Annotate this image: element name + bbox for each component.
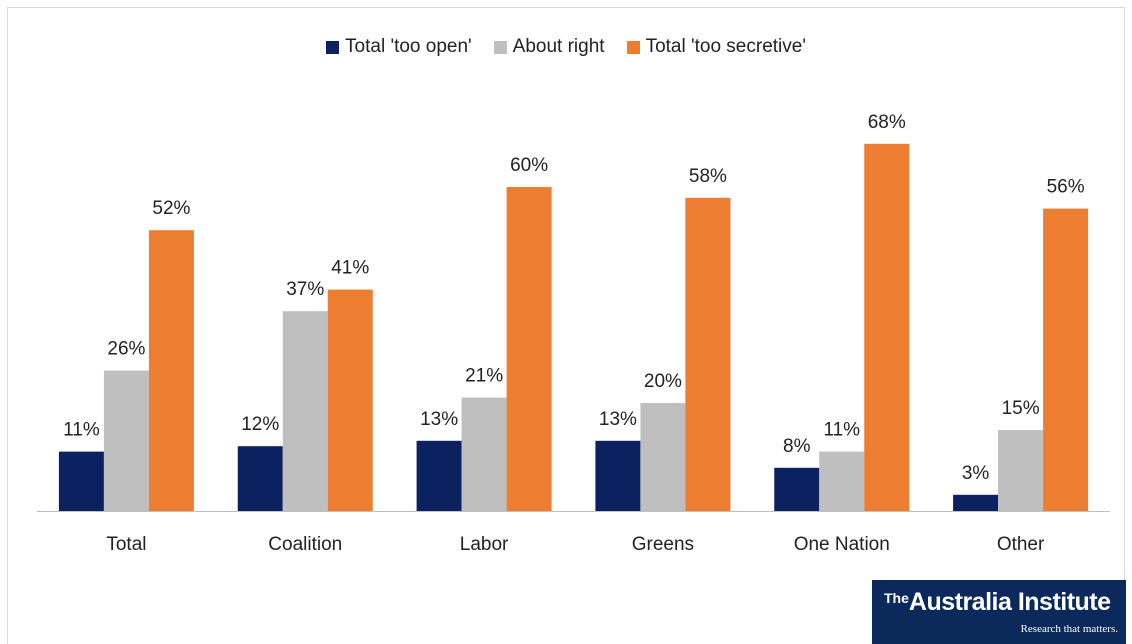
bar-greens-s0 xyxy=(595,440,641,511)
category-label-greens: Greens xyxy=(632,534,694,555)
data-label-greens-s0: 13% xyxy=(599,409,637,430)
data-label-coalition-s2: 41% xyxy=(331,258,369,279)
data-label-coalition-s0: 12% xyxy=(241,414,279,435)
bar-total-s2 xyxy=(148,230,194,511)
logo-tagline: Research that matters. xyxy=(1020,623,1118,635)
category-label-total: Total xyxy=(106,534,146,555)
bar-labor-s2 xyxy=(506,187,552,511)
legend-swatch-too-secretive xyxy=(626,40,640,54)
data-label-other-s2: 56% xyxy=(1047,177,1085,198)
logo-the: The xyxy=(884,590,909,606)
bar-total-s1 xyxy=(103,370,149,511)
data-label-greens-s2: 58% xyxy=(689,166,727,187)
chart-frame xyxy=(7,7,1125,644)
legend-item-too-open: Total 'too open' xyxy=(326,36,472,58)
bar-labor-s0 xyxy=(416,440,462,511)
bar-one-nation-s0 xyxy=(774,467,820,511)
bar-coalition-s0 xyxy=(237,446,283,511)
bar-labor-s1 xyxy=(461,397,507,511)
category-label-other: Other xyxy=(997,534,1045,555)
legend-item-too-secretive: Total 'too secretive' xyxy=(626,36,806,58)
legend: Total 'too open' About right Total 'too … xyxy=(0,36,1132,58)
data-label-one-nation-s0: 8% xyxy=(783,436,811,457)
legend-swatch-about-right xyxy=(493,40,507,54)
data-label-greens-s1: 20% xyxy=(644,371,682,392)
legend-label-about-right: About right xyxy=(512,36,605,57)
bar-total-s0 xyxy=(58,451,104,511)
data-label-total-s1: 26% xyxy=(107,339,145,360)
data-label-coalition-s1: 37% xyxy=(286,279,324,300)
bar-one-nation-s1 xyxy=(819,451,865,511)
data-label-labor-s0: 13% xyxy=(420,409,458,430)
data-label-other-s1: 15% xyxy=(1002,398,1040,419)
bar-other-s1 xyxy=(998,430,1044,511)
legend-swatch-too-open xyxy=(326,40,340,54)
legend-item-about-right: About right xyxy=(493,36,605,58)
australia-institute-logo: TheAustralia Institute Research that mat… xyxy=(872,580,1126,644)
bar-one-nation-s2 xyxy=(864,143,910,512)
legend-label-too-secretive: Total 'too secretive' xyxy=(645,36,806,57)
bar-greens-s1 xyxy=(640,403,686,511)
bar-coalition-s2 xyxy=(327,289,373,511)
category-label-labor: Labor xyxy=(460,534,509,555)
legend-label-too-open: Total 'too open' xyxy=(345,36,472,57)
bar-other-s0 xyxy=(953,494,999,511)
data-label-one-nation-s1: 11% xyxy=(823,420,860,441)
data-label-total-s2: 52% xyxy=(152,198,190,219)
logo-wordmark: TheAustralia Institute xyxy=(884,588,1111,617)
data-label-total-s0: 11% xyxy=(63,420,100,441)
bar-coalition-s1 xyxy=(282,311,328,511)
data-label-one-nation-s2: 68% xyxy=(868,112,906,133)
logo-name: Australia Institute xyxy=(908,588,1111,616)
data-label-other-s0: 3% xyxy=(962,463,990,484)
bar-other-s2 xyxy=(1043,208,1089,511)
category-label-coalition: Coalition xyxy=(268,534,342,555)
data-label-labor-s1: 21% xyxy=(465,366,503,387)
category-label-one-nation: One Nation xyxy=(794,534,890,555)
data-label-labor-s2: 60% xyxy=(510,155,548,176)
bar-greens-s2 xyxy=(685,197,731,512)
